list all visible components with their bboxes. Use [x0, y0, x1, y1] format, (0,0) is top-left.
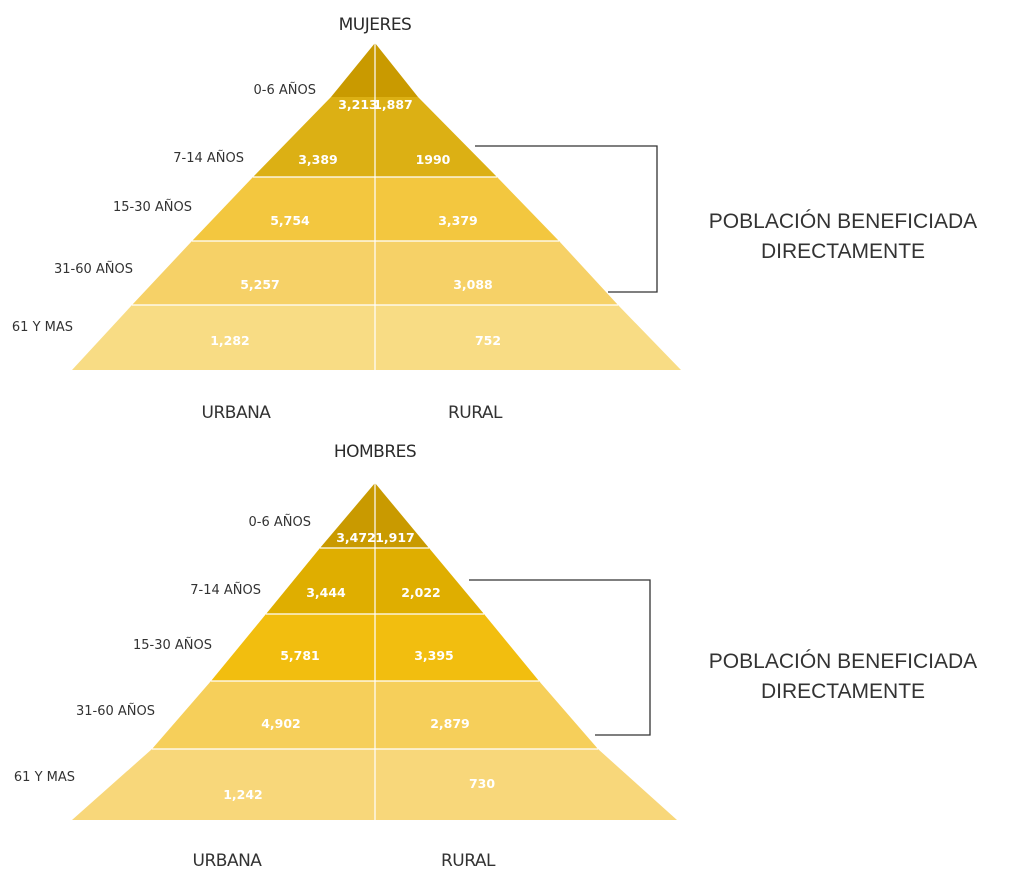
value-rural: 2,022: [401, 585, 441, 600]
age-label: 61 Y MAS: [12, 320, 73, 335]
pyramid-title: HOMBRES: [334, 442, 416, 462]
value-rural: 3,395: [414, 648, 454, 663]
age-label: 15-30 AÑOS: [113, 199, 192, 215]
age-label: 7-14 AÑOS: [173, 150, 244, 166]
value-urbana: 3,444: [306, 585, 346, 600]
age-label: 61 Y MAS: [14, 770, 75, 785]
age-label: 0-6 AÑOS: [254, 82, 316, 98]
value-rural: 3,088: [453, 277, 493, 292]
value-urbana: 5,257: [240, 277, 280, 292]
bracket-connector: [475, 145, 658, 293]
pyramid-mujeres: MUJERES 0-6 AÑOS 7-14 AÑOS 15-30 AÑOS 31…: [12, 15, 977, 423]
pyramid-hombres: HOMBRES 0-6 AÑOS 7-14 AÑOS 15-30 AÑOS 31…: [14, 442, 977, 871]
value-urbana: 4,902: [261, 716, 301, 731]
value-urbana: 1,242: [223, 787, 263, 802]
callout-line-2: DIRECTAMENTE: [761, 680, 925, 703]
pyramid-title: MUJERES: [339, 15, 412, 35]
value-rural: 3,379: [438, 213, 478, 228]
value-rural: 730: [469, 776, 495, 791]
band-61-y-mas: [72, 305, 681, 370]
age-label: 7-14 AÑOS: [190, 582, 261, 598]
value-rural: 1,917: [375, 530, 415, 545]
rural-label: RURAL: [441, 851, 496, 871]
age-label: 0-6 AÑOS: [249, 514, 311, 530]
value-rural: 1990: [416, 152, 451, 167]
value-rural: 752: [475, 333, 501, 348]
value-urbana: 1,282: [210, 333, 250, 348]
value-rural: 1,887: [373, 97, 413, 112]
rural-label: RURAL: [448, 403, 503, 423]
value-urbana: 3,389: [298, 152, 338, 167]
urbana-label: URBANA: [202, 403, 272, 423]
callout-line-1: POBLACIÓN BENEFICIADA: [709, 210, 977, 233]
callout-line-2: DIRECTAMENTE: [761, 240, 925, 263]
age-label: 15-30 AÑOS: [133, 637, 212, 653]
age-label: 31-60 AÑOS: [54, 261, 133, 277]
value-rural: 2,879: [430, 716, 470, 731]
value-urbana: 3,472: [336, 530, 376, 545]
value-urbana: 5,781: [280, 648, 320, 663]
age-label: 31-60 AÑOS: [76, 703, 155, 719]
value-urbana: 5,754: [270, 213, 310, 228]
callout-line-1: POBLACIÓN BENEFICIADA: [709, 650, 977, 673]
urbana-label: URBANA: [193, 851, 263, 871]
bracket-connector: [469, 579, 651, 736]
value-urbana: 3,213: [338, 97, 378, 112]
